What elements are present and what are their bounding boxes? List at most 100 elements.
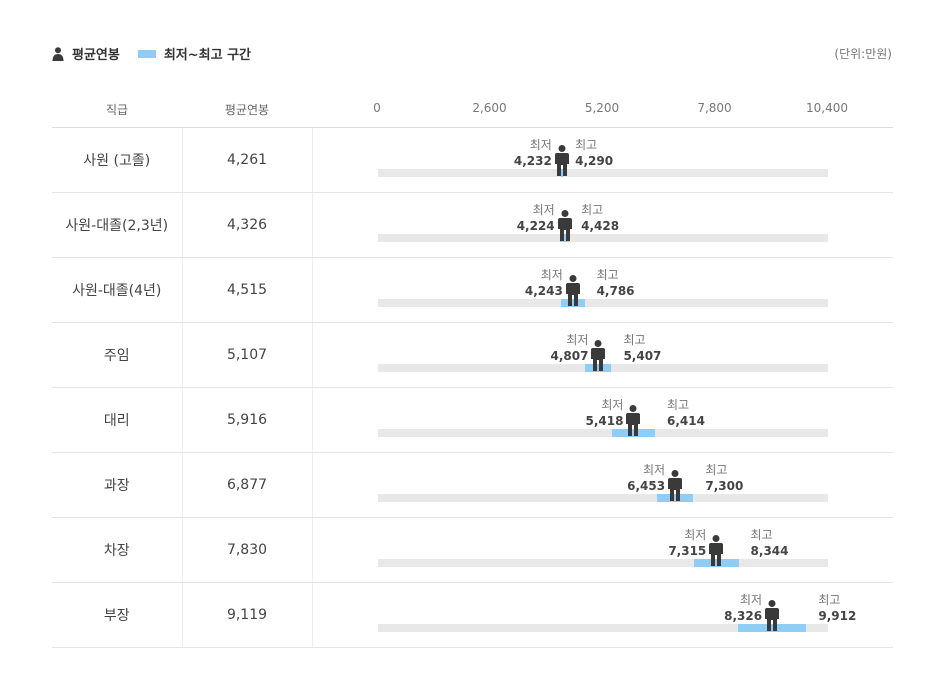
range-bar — [737, 623, 807, 632]
max-caption: 최고 — [818, 592, 841, 607]
range-bar — [694, 558, 739, 567]
max-caption: 최고 — [581, 202, 604, 217]
max-value: 7,300 — [705, 478, 744, 493]
axis-tick-label: 10,400 — [806, 101, 848, 115]
job-title: 주임 — [52, 322, 183, 388]
person-icon — [554, 144, 569, 176]
max-label: 최고 9,912 — [818, 592, 856, 624]
axis-tick-label: 7,800 — [697, 101, 732, 115]
max-label: 최고 7,300 — [705, 462, 743, 494]
min-label: 최저 4,232 — [514, 137, 552, 169]
range-bar — [561, 298, 585, 307]
range-bar — [560, 168, 564, 177]
max-value: 9,912 — [818, 608, 857, 623]
table-row: 부장 9,119 최저 8,326 최고 9,912 — [52, 582, 893, 648]
max-caption: 최고 — [623, 332, 646, 347]
avg-salary: 4,515 — [182, 257, 313, 323]
max-value: 4,786 — [596, 283, 635, 298]
range-bar — [585, 363, 612, 372]
min-label: 최저 5,418 — [586, 397, 624, 429]
job-title: 부장 — [52, 582, 183, 648]
range-swatch — [137, 49, 156, 58]
axis-ticks: 0 2,600 5,200 7,800 10,400 — [312, 92, 893, 128]
max-caption: 최고 — [596, 267, 619, 282]
min-caption: 최저 — [540, 267, 563, 282]
job-title: 대리 — [52, 387, 183, 453]
min-value: 4,224 — [516, 218, 555, 233]
axis-tick-label: 0 — [373, 101, 381, 115]
table-row: 사원-대졸(2,3년) 4,326 최저 4,224 최고 4,428 — [52, 192, 893, 258]
max-caption: 최고 — [750, 527, 773, 542]
range-cell: 최저 4,243 최고 4,786 — [312, 257, 893, 323]
min-value: 8,326 — [724, 608, 763, 623]
legend-avg-label: 평균연봉 — [72, 48, 120, 63]
job-title: 사원-대졸(2,3년) — [52, 192, 183, 258]
min-caption: 최저 — [566, 332, 589, 347]
person-icon — [591, 339, 606, 371]
person-icon — [765, 599, 780, 631]
axis-tick-label: 2,600 — [472, 101, 507, 115]
axis-tick-label: 5,200 — [584, 101, 620, 115]
max-value: 8,344 — [750, 543, 789, 558]
max-label: 최고 4,428 — [581, 202, 619, 234]
max-caption: 최고 — [667, 397, 690, 412]
salary-table: 직급 평균연봉 0 2,600 5,200 7,800 10,400 사원 (고졸) 4,… — [52, 92, 893, 648]
range-cell: 최저 4,807 최고 5,407 — [312, 322, 893, 388]
min-label: 최저 8,326 — [724, 592, 762, 624]
range-cell: 최저 4,224 최고 4,428 — [312, 192, 893, 258]
avg-salary: 7,830 — [182, 517, 313, 583]
max-label: 최고 6,414 — [667, 397, 705, 429]
min-value: 7,315 — [668, 543, 707, 558]
job-title: 사원 (고졸) — [52, 127, 183, 193]
header-avg: 평균연봉 — [182, 92, 312, 128]
job-title: 과장 — [52, 452, 183, 518]
avg-salary: 5,916 — [182, 387, 313, 453]
min-caption: 최저 — [684, 527, 707, 542]
range-track — [377, 623, 828, 632]
max-label: 최고 8,344 — [751, 527, 789, 559]
min-value: 4,232 — [513, 153, 552, 168]
unit-label: (단위:만원) — [834, 47, 892, 61]
max-value: 6,414 — [667, 413, 705, 428]
range-track — [377, 428, 828, 437]
avg-salary: 4,326 — [182, 192, 313, 258]
job-title: 차장 — [52, 517, 183, 583]
person-icon — [709, 534, 724, 566]
max-value: 5,407 — [623, 348, 662, 363]
min-value: 4,243 — [524, 283, 563, 298]
table-row: 주임 5,107 최저 4,807 최고 5,407 — [52, 322, 893, 388]
max-label: 최고 5,407 — [623, 332, 661, 364]
avg-salary: 4,261 — [182, 127, 313, 193]
min-label: 최저 4,807 — [551, 332, 589, 364]
min-caption: 최저 — [529, 137, 552, 152]
min-caption: 최저 — [532, 202, 555, 217]
range-track — [377, 168, 828, 177]
range-bar — [656, 493, 694, 502]
max-caption: 최고 — [705, 462, 728, 477]
range-bar — [560, 233, 570, 242]
avg-salary: 9,119 — [182, 582, 313, 648]
range-track — [377, 558, 828, 567]
max-caption: 최고 — [575, 137, 598, 152]
table-row: 과장 6,877 최저 6,453 최고 7,300 — [52, 452, 893, 518]
min-label: 최저 4,243 — [525, 267, 563, 299]
avg-salary: 5,107 — [182, 322, 313, 388]
min-value: 4,807 — [550, 348, 589, 363]
avg-salary: 6,877 — [182, 452, 313, 518]
min-value: 6,453 — [627, 478, 666, 493]
person-icon — [565, 274, 580, 306]
table-body: 사원 (고졸) 4,261 최저 4,232 최고 4,290 사원-대졸(2,3년) 4,3… — [52, 127, 893, 648]
min-label: 최저 6,453 — [627, 462, 665, 494]
range-track — [377, 298, 828, 307]
range-cell: 최저 8,326 최고 9,912 — [312, 582, 893, 648]
range-cell: 최저 6,453 최고 7,300 — [312, 452, 893, 518]
max-value: 4,290 — [575, 153, 614, 168]
legend: 평균연봉 최저~최고 구간 — [52, 44, 251, 63]
person-icon — [626, 404, 641, 436]
range-bar — [611, 428, 656, 437]
min-label: 최저 7,315 — [668, 527, 706, 559]
min-label: 최저 4,224 — [517, 202, 555, 234]
header-title: 직급 — [52, 92, 182, 128]
person-icon — [668, 469, 683, 501]
range-track — [377, 233, 828, 242]
